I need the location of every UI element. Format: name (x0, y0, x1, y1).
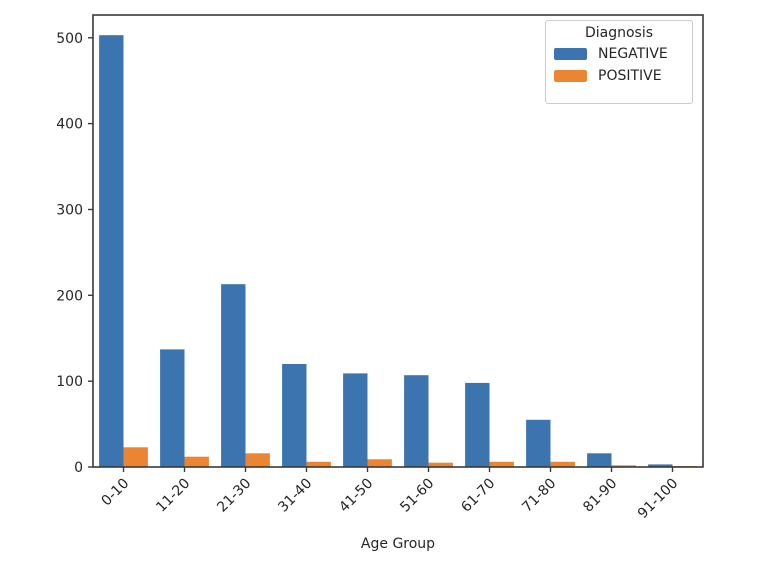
bar-negative-11-20 (160, 349, 185, 467)
y-tick-label-300: 300 (56, 203, 83, 219)
bar-negative-71-80 (526, 419, 551, 467)
x-tick-label-11-20: 11-20 (153, 476, 193, 516)
legend-entry-positive: POSITIVE (546, 69, 692, 83)
bar-positive-81-90 (611, 465, 636, 467)
legend-title: Diagnosis (584, 25, 654, 41)
positive-color-swatch-icon (554, 70, 587, 82)
y-tick-label-200: 200 (56, 288, 83, 304)
bar-negative-61-70 (465, 382, 490, 467)
bar-negative-91-100 (648, 464, 673, 467)
x-tick-label-81-90: 81-90 (580, 476, 620, 516)
x-tick-label-61-70: 61-70 (458, 476, 498, 516)
bar-negative-51-60 (404, 375, 429, 467)
bar-negative-81-90 (587, 453, 612, 467)
y-tick-label-400: 400 (56, 117, 83, 133)
x-tick-label-41-50: 41-50 (336, 476, 376, 516)
bar-positive-11-20 (184, 456, 209, 467)
y-tick-label-500: 500 (56, 31, 83, 47)
bar-positive-51-60 (428, 462, 453, 467)
bar-positive-0-10 (123, 447, 148, 467)
plot-border (92, 14, 704, 468)
bar-negative-31-40 (282, 364, 307, 467)
y-tick-label-0: 0 (74, 460, 83, 476)
x-tick-label-21-30: 21-30 (214, 476, 254, 516)
x-tick-label-71-80: 71-80 (519, 476, 559, 516)
y-tick-label-100: 100 (56, 374, 83, 390)
x-tick-label-91-100: 91-100 (635, 476, 681, 522)
x-tick-label-31-40: 31-40 (275, 476, 315, 516)
legend: Diagnosis NEGATIVE POSITIVE (545, 20, 693, 104)
legend-label-positive: POSITIVE (598, 68, 662, 84)
bar-positive-21-30 (245, 453, 270, 467)
bar-positive-71-80 (550, 461, 575, 467)
bar-negative-0-10 (99, 35, 124, 467)
bar-positive-31-40 (306, 461, 331, 467)
legend-entry-negative: NEGATIVE (546, 47, 692, 61)
x-tick-label-0-10: 0-10 (99, 476, 133, 510)
negative-color-swatch-icon (554, 48, 587, 60)
bar-positive-61-70 (489, 461, 514, 467)
bar-negative-21-30 (221, 284, 246, 467)
x-tick-label-51-60: 51-60 (397, 476, 437, 516)
bar-negative-41-50 (343, 373, 368, 467)
bar-positive-41-50 (367, 459, 392, 467)
x-axis-label: Age Group (360, 536, 436, 552)
legend-label-negative: NEGATIVE (598, 46, 668, 62)
